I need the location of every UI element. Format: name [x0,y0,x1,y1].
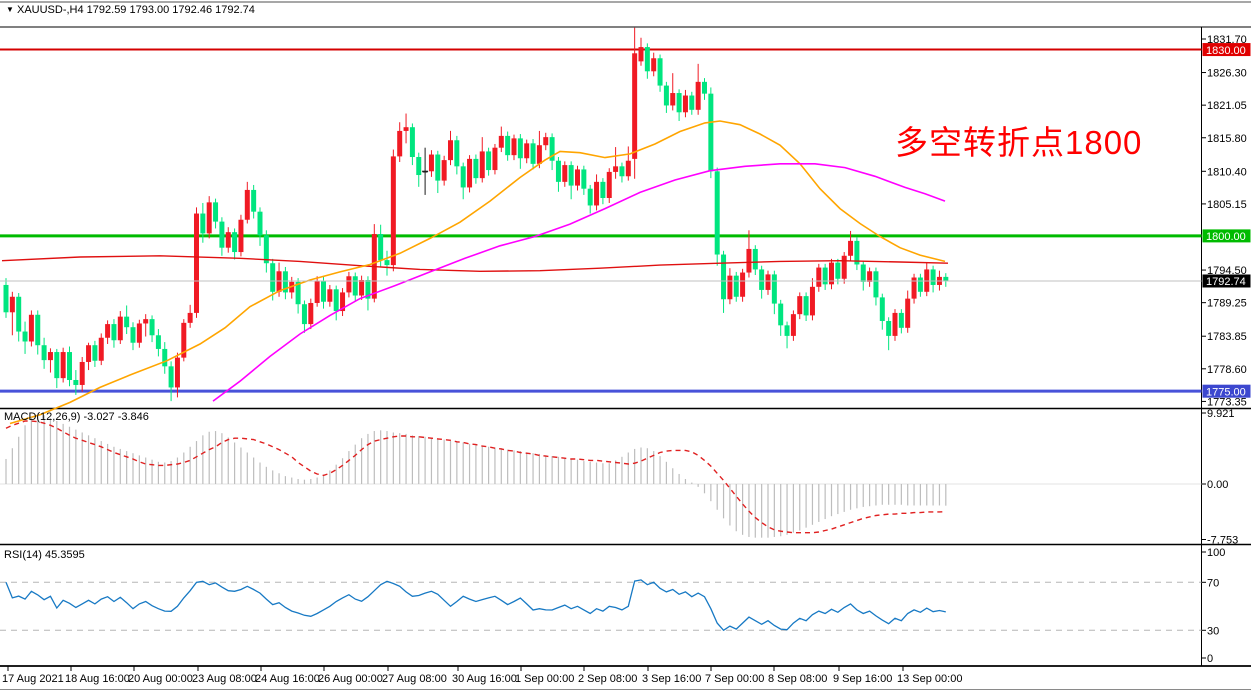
time-tick-label: 23 Aug 08:00 [192,673,257,685]
time-tick-label: 18 Aug 16:00 [65,673,130,685]
chevron-down-icon[interactable]: ▼ [6,5,14,14]
price-tick-label: 1783.85 [1207,331,1247,343]
rsi-line [5,579,946,632]
time-tick-label: 1 Sep 00:00 [515,673,574,685]
time-tick-label: 3 Sep 16:00 [642,673,701,685]
price-badge-1800.00 [1202,229,1251,243]
rsi-value: 45.3595 [41,549,85,561]
price-tick-label: 1815.80 [1207,133,1247,145]
time-tick-label: 13 Sep 00:00 [897,673,962,685]
symbol-ohlc-readout: ▼ XAUUSD-,H4 1792.59 1793.00 1792.46 179… [6,4,255,16]
chart-text-annotation[interactable]: 多空转折点1800 [895,124,1143,161]
current-price-badge-text: 1792.74 [1206,276,1246,288]
price-tick-label: 1778.60 [1207,364,1247,376]
price-tick-label: 1794.50 [1207,265,1247,277]
time-tick-label: 17 Aug 2021 [2,673,64,685]
price-tick-label: 1805.15 [1207,199,1247,211]
time-tick-label: 20 Aug 00:00 [128,673,193,685]
macd-axis-label: 9.921 [1207,408,1235,420]
price-tick-label: 1821.05 [1207,100,1247,112]
price-badge-1830.00 [1202,43,1251,57]
price-tick-label: 1826.30 [1207,68,1247,80]
ma-fast-line [9,120,946,425]
price-badge-1830.00-text: 1830.00 [1206,45,1246,57]
macd-axis-label: -7.753 [1207,534,1238,546]
rsi-indicator-label: RSI(14) 45.3595 [4,549,85,561]
rsi-axis-label: 70 [1207,577,1219,589]
macd-values: -3.027 -3.846 [80,411,149,423]
price-tick-label: 1789.25 [1207,298,1247,310]
time-tick-label: 8 Sep 08:00 [768,673,827,685]
ma-mid-line [212,163,946,402]
macd-histogram [5,413,947,538]
time-tick-label: 7 Sep 00:00 [705,673,764,685]
price-tick-label: 1810.40 [1207,166,1247,178]
time-tick-label: 2 Sep 08:00 [578,673,637,685]
macd-title: MACD(12,26,9) [4,411,81,423]
price-badge-1775.00-text: 1775.00 [1206,386,1246,398]
macd-signal-line [5,420,946,534]
time-tick-label: 30 Aug 16:00 [452,673,517,685]
price-badge-1800.00-text: 1800.00 [1206,231,1246,243]
macd-axis-label: 0.00 [1207,479,1228,491]
rsi-title: RSI(14) [4,549,42,561]
time-tick-label: 27 Aug 08:00 [382,673,447,685]
candlestick-series [3,27,949,402]
price-badge-1775.00 [1202,384,1251,398]
rsi-axis-label: 30 [1207,625,1219,637]
time-tick-label: 24 Aug 16:00 [255,673,320,685]
symbol-ohlc-text: XAUUSD-,H4 1792.59 1793.00 1792.46 1792.… [16,4,255,16]
rsi-axis-label: 100 [1207,547,1225,559]
time-tick-label: 26 Aug 00:00 [318,673,383,685]
time-tick-label: 9 Sep 16:00 [833,673,892,685]
current-price-badge [1202,274,1251,288]
macd-indicator-label: MACD(12,26,9) -3.027 -3.846 [4,411,149,423]
price-tick-label: 1831.70 [1207,34,1247,46]
rsi-axis-label: 0 [1207,653,1213,665]
ma-slow-line [1,255,949,273]
price-tick-label: 1773.35 [1207,396,1247,408]
